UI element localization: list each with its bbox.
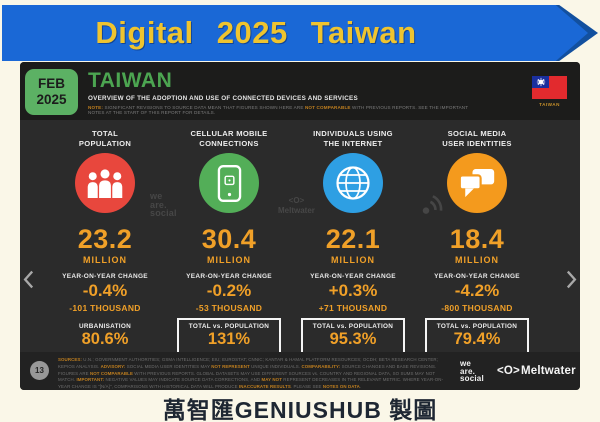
carousel-prev-button[interactable] bbox=[23, 270, 34, 294]
yoy-percent: +0.3% bbox=[328, 281, 378, 300]
metric-column-internet: INDIVIDUALS USING THE INTERNET 22.1 MILL… bbox=[291, 120, 415, 356]
social-circle bbox=[447, 153, 507, 213]
slide-subtitle: OVERVIEW OF THE ADOPTION AND USE OF CONN… bbox=[88, 95, 358, 102]
yoy-percent: -0.2% bbox=[206, 281, 252, 300]
internet-circle bbox=[323, 153, 383, 213]
slide-header: FEB 2025 TAIWAN OVERVIEW OF THE ADOPTION… bbox=[20, 62, 580, 120]
yoy-label: YEAR-ON-YEAR CHANGE bbox=[434, 273, 520, 280]
we-are-social-logo: we are. social bbox=[460, 359, 484, 384]
meltwater-radar-icon bbox=[422, 195, 443, 214]
carousel-next-button[interactable] bbox=[566, 270, 577, 294]
metric-value: 22.1 bbox=[325, 224, 381, 254]
meltwater-logo: <O>Meltwater bbox=[497, 365, 576, 377]
report-slide: FEB 2025 TAIWAN OVERVIEW OF THE ADOPTION… bbox=[20, 62, 580, 390]
metric-title: TOTAL POPULATION bbox=[78, 129, 132, 149]
banner: Digital 2025 Taiwan bbox=[2, 5, 598, 61]
sun-icon bbox=[536, 77, 545, 86]
badge-month: FEB bbox=[38, 76, 65, 91]
people-icon bbox=[87, 168, 123, 198]
yoy-absolute: -53 THOUSAND bbox=[195, 302, 263, 313]
chat-icon bbox=[458, 168, 495, 197]
metric-value: 30.4 bbox=[201, 224, 257, 254]
metric-unit: MILLION bbox=[83, 255, 127, 265]
yoy-label: YEAR-ON-YEAR CHANGE bbox=[310, 273, 396, 280]
metric-value: 18.4 bbox=[449, 224, 505, 254]
metric-column-population: TOTAL POPULATION 23.2 MILLION YEAR-ON-Y bbox=[43, 120, 167, 355]
yoy-absolute: -101 THOUSAND bbox=[69, 302, 141, 313]
mobile-circle bbox=[199, 153, 259, 213]
total-vs-population-stat: TOTAL vs. POPULATION 79.4% bbox=[425, 317, 529, 356]
meltwater-watermark: <O> Meltwater bbox=[278, 196, 315, 215]
total-vs-population-stat: TOTAL vs. POPULATION 95.3% bbox=[301, 317, 405, 356]
yoy-label: YEAR-ON-YEAR CHANGE bbox=[186, 273, 272, 280]
slide-content: TOTAL POPULATION 23.2 MILLION YEAR-ON-Y bbox=[20, 120, 580, 356]
yoy-percent: -0.4% bbox=[82, 281, 128, 300]
chevron-right-icon bbox=[566, 270, 577, 289]
chevron-left-icon bbox=[23, 270, 34, 289]
badge-year: 2025 bbox=[36, 92, 67, 108]
metric-column-mobile: CELLULAR MOBILE CONNECTIONS 30.4 MILLION… bbox=[167, 120, 291, 356]
metric-value: 23.2 bbox=[77, 224, 133, 254]
metric-title: CELLULAR MOBILE CONNECTIONS bbox=[190, 129, 268, 149]
slide-note: NOTE: SIGNIFICANT REVISIONS TO SOURCE DA… bbox=[88, 105, 469, 115]
yoy-absolute: +71 THOUSAND bbox=[318, 302, 388, 313]
metric-unit: MILLION bbox=[331, 255, 375, 265]
urbanisation-stat: URBANISATION 80.6% bbox=[78, 322, 132, 348]
page-number-badge: 13 bbox=[30, 361, 49, 380]
yoy-percent: -4.2% bbox=[454, 281, 500, 300]
date-badge: FEB 2025 bbox=[25, 69, 78, 115]
we-are-social-watermark: we are. social bbox=[150, 191, 177, 219]
globe-icon bbox=[336, 166, 370, 200]
metric-unit: MILLION bbox=[455, 255, 499, 265]
slide-title: TAIWAN bbox=[88, 69, 173, 92]
population-circle bbox=[75, 153, 135, 213]
total-vs-population-stat: TOTAL vs. POPULATION 131% bbox=[177, 317, 281, 356]
yoy-label: YEAR-ON-YEAR CHANGE bbox=[62, 273, 148, 280]
smartphone-icon bbox=[217, 164, 241, 202]
page-title: Digital 2025 Taiwan bbox=[95, 15, 417, 50]
metric-title: INDIVIDUALS USING THE INTERNET bbox=[313, 129, 393, 149]
metric-unit: MILLION bbox=[207, 255, 251, 265]
banner-arrow: Digital 2025 Taiwan bbox=[2, 5, 588, 61]
yoy-absolute: -800 THOUSAND bbox=[441, 302, 513, 313]
credit-caption: 萬智匯GENIUSHUB 製圖 bbox=[162, 397, 438, 422]
flag-canton bbox=[532, 76, 549, 88]
flag-block: TAIWAN bbox=[532, 76, 567, 107]
metric-title: SOCIAL MEDIA USER IDENTITIES bbox=[442, 129, 512, 149]
taiwan-flag bbox=[532, 76, 567, 99]
flag-label: TAIWAN bbox=[539, 102, 560, 107]
metric-column-social: SOCIAL MEDIA USER IDENTITIES 18.4 MILLIO… bbox=[415, 120, 539, 356]
meltwater-mark-icon: <O> bbox=[497, 365, 520, 377]
sources-text: SOURCES: U.N.; GOVERNMENT AUTHORITIES; G… bbox=[58, 357, 444, 390]
slide-footer: 13 SOURCES: U.N.; GOVERNMENT AUTHORITIES… bbox=[20, 352, 580, 390]
